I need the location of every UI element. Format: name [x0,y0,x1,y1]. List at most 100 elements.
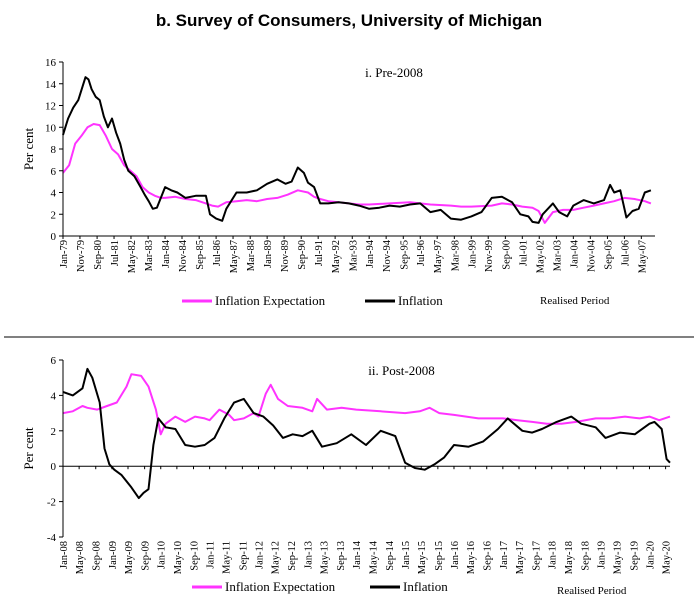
y-tick-label: 4 [51,390,57,402]
x-tick-label: Sep-18 [580,541,591,571]
x-tick-label: Jan-19 [597,541,608,569]
y-tick-label: 6 [51,166,57,178]
y-tick-label: -4 [47,532,57,544]
y-tick-label: 8 [51,144,57,156]
legend-label-inflation: Inflation [403,579,448,594]
x-tick-label: Jan-13 [303,541,314,569]
x-tick-label: Nov-79 [76,240,87,272]
x-tick-label: May-10 [173,541,184,574]
figure-title: b. Survey of Consumers, University of Mi… [156,11,542,30]
chart-title: i. Pre-2008 [365,65,423,80]
x-tick-label: May-82 [127,240,138,273]
x-tick-label: Sep-00 [501,240,512,270]
x-tick-label: Jan-12 [254,541,265,569]
x-tick-label: May-16 [466,541,477,574]
x-tick-label: May-19 [613,541,624,574]
x-tick-label: Jan-99 [467,240,478,268]
y-tick-label: 2 [51,209,57,221]
y-axis-label: Per cent [21,427,36,470]
x-tick-label: Jan-79 [59,240,70,268]
x-tick-label: Jan-09 [108,541,119,569]
y-tick-label: 14 [45,79,57,91]
y-tick-label: 10 [45,122,57,134]
x-tick-label: Mar-93 [348,240,359,271]
x-tick-label: Sep-13 [336,541,347,571]
series-line-inflation [62,367,671,500]
x-tick-label: Sep-16 [483,541,494,571]
chart-post-2008: ii. Post-2008 Per cent -4 -2 0 2 4 6 Jan-08 May… [21,355,673,597]
x-tick-label: May-07 [637,240,648,273]
x-tick-label: Sep-08 [92,541,103,571]
series-line-inflation-expectation [62,373,671,436]
x-tick-label: Jan-18 [548,541,559,569]
x-tick-label: Sep-80 [93,240,104,270]
legend-label-inflation-expectation: Inflation Expectation [215,293,326,308]
x-tick-label: May-87 [229,240,240,273]
y-axis-label: Per cent [21,127,36,170]
x-tick-label: Nov-99 [484,240,495,272]
legend: Inflation Expectation Inflation [192,579,448,594]
x-tick-label: Sep-12 [287,541,298,571]
x-tick-label: May-08 [75,541,86,574]
x-tick-label: Nov-84 [178,239,189,272]
x-tick-label: Jan-04 [569,239,580,268]
x-tick-label: May-09 [124,541,135,574]
x-tick-label: May-20 [662,541,673,574]
x-tick-label: May-92 [331,240,342,273]
series-line-inflation-expectation [62,123,652,224]
y-tick-label: 16 [45,57,57,69]
x-tick-label: Jan-20 [645,541,656,569]
x-tick-label: Sep-90 [297,240,308,270]
x-tick-label: Nov-04 [586,239,597,272]
legend: Inflation Expectation Inflation [182,293,443,308]
x-tick-label: Jul-96 [416,240,427,266]
x-tick-label: May-02 [535,240,546,273]
y-tick-label: 2 [51,426,57,438]
x-tick-label: May-14 [368,540,379,574]
x-tick-label: May-11 [222,541,233,574]
x-tick-label: Jan-11 [206,541,217,569]
x-tick-label: Sep-09 [141,541,152,571]
x-tick-label: May-12 [271,541,282,574]
x-tick-label: Sep-14 [385,540,396,570]
series-line-inflation [62,76,652,224]
x-tick-label: May-97 [433,240,444,273]
x-tick-label: Sep-17 [532,541,543,571]
x-tick-label: Jul-81 [110,240,121,266]
x-tick-label: Jan-10 [157,541,168,569]
x-tick-label: Jan-84 [161,239,172,268]
y-tick-label: 0 [51,231,57,243]
x-tick-label: Sep-95 [399,240,410,270]
chart-title: ii. Post-2008 [368,363,434,378]
x-tick-label: Jan-16 [450,541,461,569]
y-tick-label: 6 [51,355,57,367]
y-tick-label: 0 [51,461,57,473]
x-tick-label: Sep-19 [629,541,640,571]
x-tick-label: Mar-83 [144,240,155,271]
y-tick-label: 12 [45,101,56,113]
x-tick-label: Sep-11 [238,541,249,570]
x-tick-label: Jan-08 [59,541,70,569]
y-tick-label: 4 [51,188,57,200]
x-tick-label: Jul-91 [314,240,325,266]
x-tick-label: May-13 [319,541,330,574]
y-tick-label: -2 [47,497,56,509]
x-tick-label: Jan-17 [499,541,510,569]
x-tick-label: Sep-10 [189,541,200,571]
x-tick-label: Jul-06 [620,240,631,266]
x-tick-label: May-15 [417,541,428,574]
x-tick-label: Jan-14 [352,540,363,569]
x-tick-label: Jan-15 [401,541,412,569]
x-tick-label: Sep-15 [434,541,445,571]
x-tick-label: Nov-89 [280,240,291,272]
legend-label-inflation-expectation: Inflation Expectation [225,579,336,594]
chart-pre-2008: i. Pre-2008 Per cent 0 2 4 6 8 10 12 14 16 Jan-79… [21,57,655,308]
x-axis-label: Realised Period [540,295,610,307]
x-tick-label: May-17 [515,541,526,574]
x-tick-label: Jul-01 [518,240,529,266]
x-tick-label: Jul-86 [212,240,223,266]
x-tick-label: Mar-88 [246,240,257,271]
legend-label-inflation: Inflation [398,293,443,308]
x-tick-label: Sep-85 [195,240,206,270]
